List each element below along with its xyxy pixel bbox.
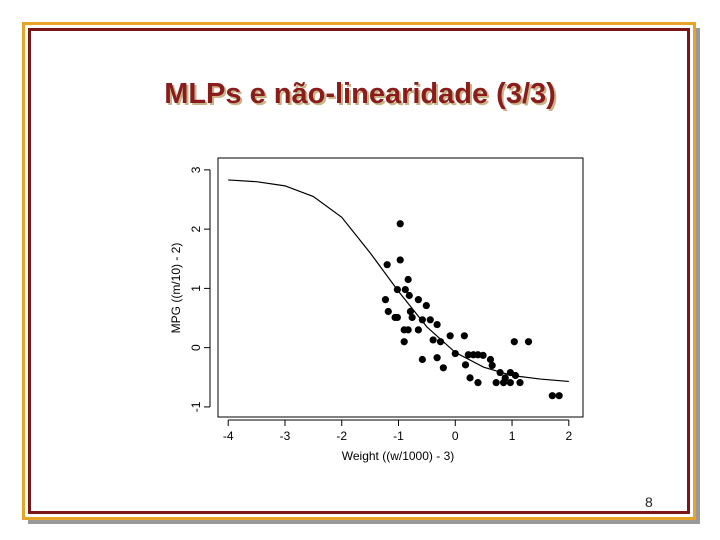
x-tick-label: -2 — [336, 429, 347, 443]
point — [486, 355, 495, 364]
fit-curve — [228, 179, 569, 383]
point — [406, 307, 415, 316]
point — [414, 326, 422, 334]
point — [404, 326, 412, 334]
frame-inner — [28, 28, 690, 514]
point — [422, 301, 430, 310]
point — [391, 313, 399, 322]
x-tick-label: -3 — [280, 429, 291, 443]
point — [418, 316, 426, 324]
point — [474, 379, 482, 387]
point — [496, 368, 504, 377]
point — [511, 371, 520, 380]
point — [460, 332, 468, 340]
slide-title: MLPs e não-linearidade (3/3) — [164, 78, 556, 110]
point — [384, 307, 392, 316]
point — [436, 338, 445, 346]
point — [499, 379, 508, 387]
point — [555, 392, 563, 400]
point — [393, 285, 401, 294]
point — [492, 379, 500, 387]
y-tick-label: -1 — [189, 401, 203, 412]
plot-box — [217, 157, 584, 418]
point — [506, 379, 514, 387]
point — [400, 338, 408, 346]
x-tick-label: 0 — [452, 429, 459, 443]
point — [516, 379, 524, 387]
x-axis-label: Weight ((w/1000) - 3) — [342, 449, 454, 463]
x-tick-label: -1 — [393, 429, 404, 443]
point — [396, 220, 404, 228]
point — [408, 313, 416, 322]
y-tick-label: 1 — [189, 285, 203, 292]
y-tick-label: 0 — [189, 344, 203, 351]
frame — [22, 22, 696, 520]
page-number: 8 — [645, 494, 653, 510]
point — [404, 275, 412, 284]
point — [524, 338, 533, 346]
y-tick-label: 2 — [189, 225, 203, 232]
point — [396, 256, 404, 264]
point — [548, 392, 556, 400]
point — [414, 296, 422, 304]
point — [429, 336, 437, 344]
point — [401, 285, 409, 294]
point — [461, 361, 470, 369]
point — [426, 316, 434, 324]
point — [381, 296, 390, 304]
point — [418, 355, 426, 364]
x-tick-label: 1 — [509, 429, 516, 443]
point — [439, 364, 447, 372]
point — [405, 291, 413, 300]
y-tick-label: 3 — [189, 166, 203, 173]
point — [466, 374, 474, 382]
point — [479, 351, 487, 359]
point — [446, 332, 454, 340]
point — [451, 349, 459, 358]
x-tick-label: -4 — [223, 429, 234, 443]
point — [488, 361, 496, 370]
point — [433, 320, 441, 329]
point — [433, 354, 441, 362]
y-axis-label: MPG ((m/10) - 2) — [169, 243, 183, 334]
point — [464, 351, 472, 359]
point — [383, 261, 391, 269]
x-tick-label: 2 — [565, 429, 572, 443]
point — [510, 338, 518, 346]
